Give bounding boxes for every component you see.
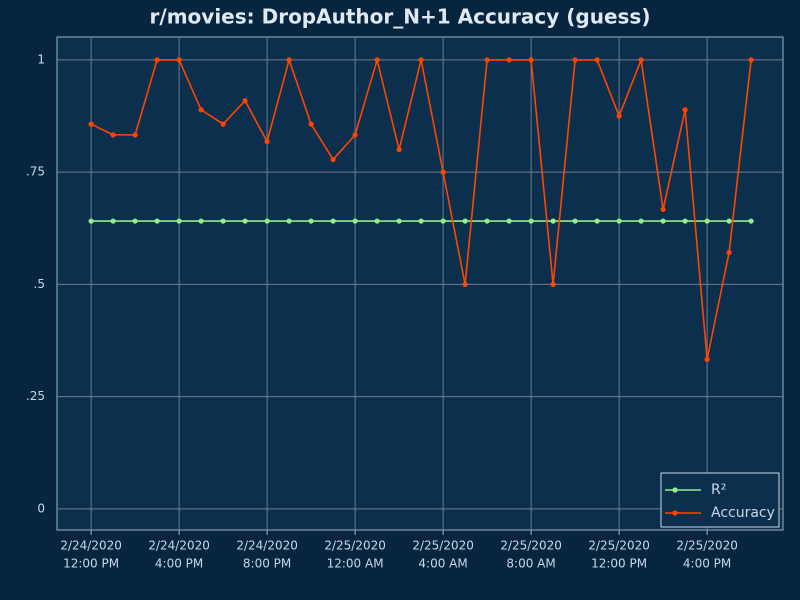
data-point [550,218,556,224]
data-point [154,57,160,63]
data-point [220,121,226,127]
x-tick-label: 4:00 PM [155,557,203,571]
data-point [616,218,622,224]
data-point [704,218,710,224]
data-point [440,169,446,175]
x-tick-label: 4:00 AM [418,557,467,571]
data-point [264,218,270,224]
x-tick-label: 2/25/2020 [676,539,738,553]
data-point [110,132,116,138]
x-tick-label: 12:00 PM [591,557,647,571]
y-tick-label: 0 [37,501,45,515]
data-point [528,57,534,63]
data-point [682,107,688,113]
legend-box [660,472,780,528]
data-point [550,281,556,287]
data-point [330,218,336,224]
x-tick-label: 2/25/2020 [324,539,386,553]
data-point [506,218,512,224]
x-tick-label: 2/24/2020 [236,539,298,553]
legend-label: R² [711,482,726,498]
data-point [352,218,358,224]
data-point [484,57,490,63]
x-tick-label: 2/25/2020 [500,539,562,553]
chart-title: r/movies: DropAuthor_N+1 Accuracy (guess… [150,5,651,29]
data-point [638,218,644,224]
data-point [616,113,622,119]
y-tick-label: 1 [37,52,45,66]
data-point [88,218,94,224]
data-point [286,57,292,63]
data-point [748,57,754,63]
data-point [594,57,600,63]
data-point [418,57,424,63]
x-tick-label: 2/25/2020 [588,539,650,553]
data-point [132,218,138,224]
data-point [396,147,402,153]
y-tick-label: .75 [26,165,45,179]
data-point [440,218,446,224]
data-point [572,218,578,224]
x-tick-label: 12:00 PM [63,557,119,571]
data-point [418,218,424,224]
data-point [110,218,116,224]
data-point [132,132,138,138]
data-point [308,121,314,127]
data-point [484,218,490,224]
x-tick-label: 8:00 PM [243,557,291,571]
legend-marker [672,487,678,493]
plot-area [56,36,784,531]
data-point [726,249,732,256]
data-point [352,132,358,138]
x-tick-label: 2/25/2020 [412,539,474,553]
data-point [638,57,644,63]
data-point [726,218,732,224]
legend-label: Accuracy [711,505,775,521]
data-point [308,218,314,224]
data-point [748,218,754,224]
data-point [528,218,534,224]
data-point [286,218,292,224]
data-point [462,218,468,224]
x-tick-label: 2/24/2020 [60,539,122,553]
data-point [462,281,468,287]
data-point [264,139,270,145]
data-point [176,57,182,63]
data-point [154,218,160,224]
data-point [198,107,204,113]
x-tick-label: 2/24/2020 [148,539,210,553]
data-point [242,98,248,104]
data-point [198,218,204,224]
data-point [660,206,666,213]
y-tick-label: .25 [26,389,45,403]
data-point [176,218,182,224]
x-tick-label: 8:00 AM [506,557,555,571]
data-point [594,218,600,224]
y-tick-label: .5 [34,277,45,291]
data-point [704,356,710,362]
data-point [396,218,402,224]
legend-marker [672,510,678,516]
x-tick-label: 12:00 AM [327,557,384,571]
data-point [374,57,380,63]
data-point [330,156,336,163]
data-point [88,121,94,127]
data-point [682,218,688,224]
data-point [242,218,248,224]
data-point [506,57,512,63]
x-tick-label: 4:00 PM [683,557,731,571]
data-point [220,218,226,224]
data-point [660,218,666,224]
data-point [374,218,380,224]
data-point [572,57,578,63]
